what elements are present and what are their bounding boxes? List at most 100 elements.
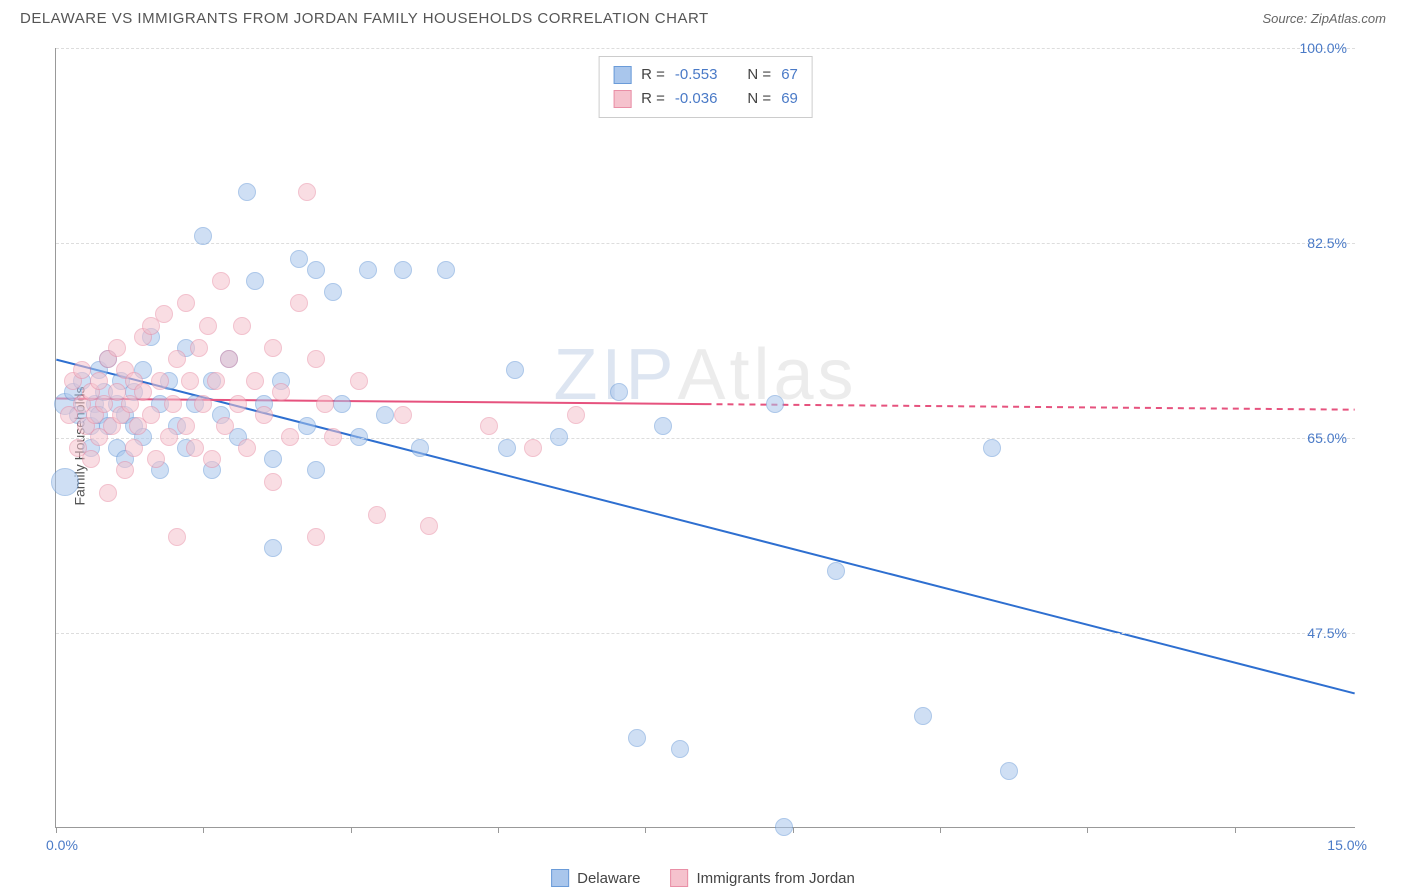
- data-point: [506, 361, 524, 379]
- data-point: [307, 528, 325, 546]
- data-point: [51, 468, 79, 496]
- data-point: [194, 227, 212, 245]
- x-min-label: 0.0%: [46, 837, 78, 853]
- data-point: [567, 406, 585, 424]
- r-label: R =: [641, 87, 665, 111]
- data-point: [498, 439, 516, 457]
- data-point: [238, 183, 256, 201]
- data-point: [333, 395, 351, 413]
- data-point: [368, 506, 386, 524]
- data-point: [264, 339, 282, 357]
- data-point: [394, 261, 412, 279]
- data-point: [775, 818, 793, 836]
- data-point: [203, 450, 221, 468]
- data-point: [281, 428, 299, 446]
- x-tick: [351, 827, 352, 833]
- source-link[interactable]: ZipAtlas.com: [1311, 11, 1386, 26]
- data-point: [246, 272, 264, 290]
- x-tick: [56, 827, 57, 833]
- n-value-1: 67: [781, 63, 798, 87]
- data-point: [125, 439, 143, 457]
- gridline: [56, 243, 1355, 244]
- data-point: [324, 283, 342, 301]
- y-tick-label: 100.0%: [1300, 40, 1347, 56]
- data-point: [766, 395, 784, 413]
- swatch-icon: [670, 869, 688, 887]
- data-point: [1000, 762, 1018, 780]
- swatch-icon: [613, 90, 631, 108]
- x-tick: [203, 827, 204, 833]
- correlation-row-2: R = -0.036 N = 69: [613, 87, 798, 111]
- legend-item-jordan: Immigrants from Jordan: [670, 869, 854, 887]
- data-point: [420, 517, 438, 535]
- data-point: [437, 261, 455, 279]
- data-point: [177, 294, 195, 312]
- data-point: [255, 406, 273, 424]
- data-point: [550, 428, 568, 446]
- data-point: [628, 729, 646, 747]
- n-label: N =: [747, 63, 771, 87]
- data-point: [290, 294, 308, 312]
- data-point: [238, 439, 256, 457]
- watermark-zip: ZIP: [553, 335, 677, 415]
- y-tick-label: 47.5%: [1307, 625, 1347, 641]
- data-point: [983, 439, 1001, 457]
- data-point: [298, 183, 316, 201]
- correlation-legend: R = -0.553 N = 67 R = -0.036 N = 69: [598, 56, 813, 118]
- chart-title: DELAWARE VS IMMIGRANTS FROM JORDAN FAMIL…: [20, 10, 709, 27]
- data-point: [164, 395, 182, 413]
- x-tick: [940, 827, 941, 833]
- data-point: [307, 261, 325, 279]
- data-point: [147, 450, 165, 468]
- data-point: [151, 372, 169, 390]
- data-point: [610, 383, 628, 401]
- data-point: [194, 395, 212, 413]
- data-point: [272, 383, 290, 401]
- data-point: [654, 417, 672, 435]
- data-point: [220, 350, 238, 368]
- y-tick-label: 65.0%: [1307, 430, 1347, 446]
- n-label: N =: [747, 87, 771, 111]
- plot-area: ZIPAtlas R = -0.553 N = 67 R = -0.036 N …: [55, 48, 1355, 828]
- data-point: [190, 339, 208, 357]
- legend-label-2: Immigrants from Jordan: [696, 870, 854, 887]
- data-point: [229, 395, 247, 413]
- data-point: [73, 361, 91, 379]
- data-point: [324, 428, 342, 446]
- header: DELAWARE VS IMMIGRANTS FROM JORDAN FAMIL…: [20, 10, 1386, 27]
- data-point: [99, 484, 117, 502]
- legend-label-1: Delaware: [577, 870, 640, 887]
- data-point: [82, 450, 100, 468]
- data-point: [290, 250, 308, 268]
- data-point: [264, 450, 282, 468]
- y-tick-label: 82.5%: [1307, 235, 1347, 251]
- data-point: [168, 528, 186, 546]
- data-point: [90, 372, 108, 390]
- data-point: [155, 305, 173, 323]
- data-point: [524, 439, 542, 457]
- data-point: [298, 417, 316, 435]
- data-point: [376, 406, 394, 424]
- data-point: [216, 417, 234, 435]
- x-tick: [645, 827, 646, 833]
- x-tick: [1087, 827, 1088, 833]
- data-point: [233, 317, 251, 335]
- data-point: [827, 562, 845, 580]
- data-point: [134, 383, 152, 401]
- data-point: [307, 461, 325, 479]
- chart-container: DELAWARE VS IMMIGRANTS FROM JORDAN FAMIL…: [0, 0, 1406, 892]
- data-point: [116, 461, 134, 479]
- watermark: ZIPAtlas: [553, 334, 857, 416]
- data-point: [181, 372, 199, 390]
- data-point: [212, 272, 230, 290]
- data-point: [350, 428, 368, 446]
- r-value-1: -0.553: [675, 63, 718, 87]
- series-legend: Delaware Immigrants from Jordan: [551, 869, 855, 887]
- data-point: [394, 406, 412, 424]
- swatch-icon: [551, 869, 569, 887]
- x-max-label: 15.0%: [1327, 837, 1367, 853]
- data-point: [307, 350, 325, 368]
- data-point: [246, 372, 264, 390]
- x-tick: [498, 827, 499, 833]
- x-tick: [1235, 827, 1236, 833]
